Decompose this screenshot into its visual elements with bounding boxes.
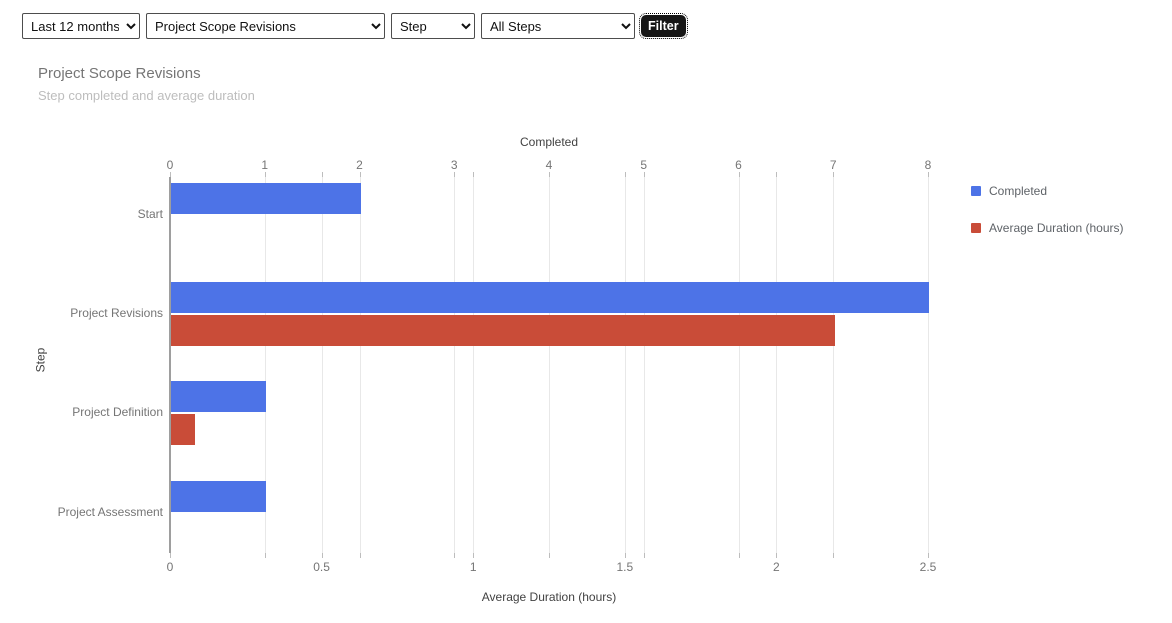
axis-tick-mark bbox=[625, 172, 626, 177]
top-axis-title: Completed bbox=[519, 135, 579, 149]
axis-tick-mark bbox=[928, 553, 929, 558]
dimension-select[interactable]: Step bbox=[391, 13, 475, 39]
chart-gridline bbox=[833, 177, 834, 553]
axis-tick-mark bbox=[454, 553, 455, 558]
axis-tick-mark bbox=[833, 553, 834, 558]
axis-tick-mark bbox=[322, 553, 323, 558]
bottom-axis-tick-label: 2 bbox=[773, 560, 780, 574]
report-select[interactable]: Project Scope Revisions bbox=[146, 13, 385, 39]
top-axis-tick-label: 1 bbox=[261, 158, 269, 172]
axis-tick-mark bbox=[170, 553, 171, 558]
bottom-axis-tick-label: 0.5 bbox=[313, 560, 330, 574]
axis-tick-mark bbox=[265, 172, 266, 177]
chart-title: Project Scope Revisions bbox=[38, 65, 201, 82]
category-label: Project Revisions bbox=[70, 306, 163, 320]
bar-average-duration[interactable] bbox=[171, 414, 195, 445]
top-axis-tick-label: 3 bbox=[450, 158, 458, 172]
legend-item: Average Duration (hours) bbox=[971, 221, 1124, 235]
chart-gridline bbox=[928, 177, 929, 553]
axis-tick-mark bbox=[473, 172, 474, 177]
axis-tick-mark bbox=[928, 172, 929, 177]
chart-gridline bbox=[473, 177, 474, 553]
bottom-axis-tick-label: 1.5 bbox=[616, 560, 634, 574]
top-axis-tick-label: 7 bbox=[829, 158, 837, 172]
top-axis-tick-label: 0 bbox=[166, 158, 174, 172]
axis-tick-mark bbox=[644, 553, 645, 558]
axis-tick-mark bbox=[322, 172, 323, 177]
category-label: Project Assessment bbox=[57, 505, 163, 519]
category-label: Project Definition bbox=[72, 405, 163, 419]
legend-item: Completed bbox=[971, 184, 1047, 198]
axis-tick-mark bbox=[549, 553, 550, 558]
top-axis-tick-label: 2 bbox=[356, 158, 363, 172]
bar-completed[interactable] bbox=[171, 183, 361, 214]
chart-gridline bbox=[265, 177, 266, 553]
chart-gridline bbox=[549, 177, 550, 553]
filter-toolbar: Last 12 months Project Scope Revisions S… bbox=[22, 13, 688, 39]
date-range-select[interactable]: Last 12 months bbox=[22, 13, 140, 39]
legend-label: Completed bbox=[989, 184, 1048, 198]
chart-gridline bbox=[322, 177, 323, 553]
bottom-axis-tick-label: 0 bbox=[166, 560, 174, 574]
bar-completed[interactable] bbox=[171, 282, 929, 313]
top-axis-tick-label: 5 bbox=[640, 158, 648, 172]
chart-gridline bbox=[644, 177, 645, 553]
axis-tick-mark bbox=[625, 553, 626, 558]
chart-gridline bbox=[776, 177, 777, 553]
bottom-axis-title: Average Duration (hours) bbox=[481, 590, 617, 604]
category-label: Start bbox=[137, 207, 163, 221]
legend-label: Average Duration (hours) bbox=[989, 221, 1124, 235]
bar-average-duration[interactable] bbox=[171, 315, 835, 346]
left-axis-title: Step bbox=[33, 347, 48, 373]
chart-gridline bbox=[454, 177, 455, 553]
top-axis-tick-label: 6 bbox=[735, 158, 742, 172]
axis-tick-mark bbox=[549, 172, 550, 177]
legend-swatch-icon bbox=[971, 186, 981, 196]
filter-button[interactable]: Filter bbox=[639, 13, 688, 39]
chart-gridline bbox=[739, 177, 740, 553]
chart-gridline bbox=[360, 177, 361, 553]
axis-tick-mark bbox=[360, 172, 361, 177]
axis-tick-mark bbox=[833, 172, 834, 177]
axis-tick-mark bbox=[473, 553, 474, 558]
legend-swatch-icon bbox=[971, 223, 981, 233]
axis-tick-mark bbox=[170, 172, 171, 177]
bar-completed[interactable] bbox=[171, 381, 266, 412]
bottom-axis-tick-label: 2.5 bbox=[919, 560, 937, 574]
axis-tick-mark bbox=[644, 172, 645, 177]
y-axis-line bbox=[169, 177, 171, 553]
bottom-axis-tick-label: 1 bbox=[469, 560, 477, 574]
axis-tick-mark bbox=[454, 172, 455, 177]
axis-tick-mark bbox=[776, 553, 777, 558]
axis-tick-mark bbox=[776, 172, 777, 177]
step-filter-select[interactable]: All Steps bbox=[481, 13, 635, 39]
axis-tick-mark bbox=[265, 553, 266, 558]
bar-completed[interactable] bbox=[171, 481, 266, 512]
top-axis-tick-label: 4 bbox=[545, 158, 553, 172]
top-axis-tick-label: 8 bbox=[924, 158, 932, 172]
chart-subtitle: Step completed and average duration bbox=[38, 88, 255, 103]
axis-tick-mark bbox=[739, 172, 740, 177]
axis-tick-mark bbox=[360, 553, 361, 558]
axis-tick-mark bbox=[739, 553, 740, 558]
chart-gridline bbox=[625, 177, 626, 553]
